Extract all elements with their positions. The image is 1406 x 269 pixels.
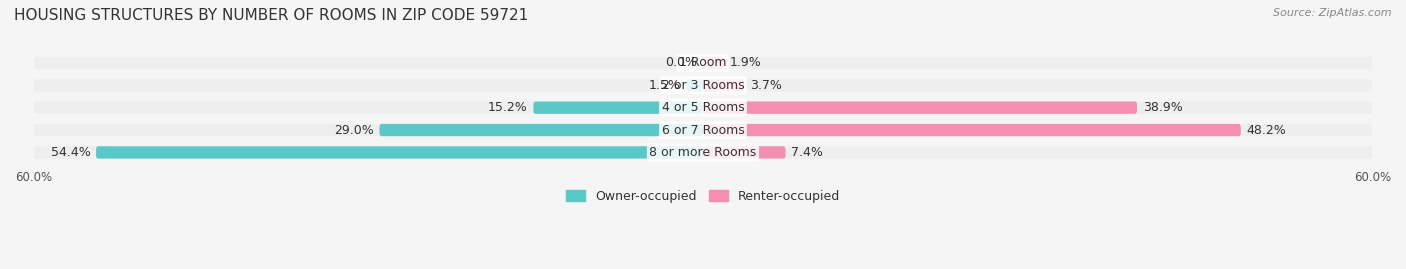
Text: 3.7%: 3.7%: [749, 79, 782, 92]
FancyBboxPatch shape: [703, 57, 724, 69]
FancyBboxPatch shape: [34, 146, 1372, 159]
Text: 29.0%: 29.0%: [335, 123, 374, 137]
Text: HOUSING STRUCTURES BY NUMBER OF ROOMS IN ZIP CODE 59721: HOUSING STRUCTURES BY NUMBER OF ROOMS IN…: [14, 8, 529, 23]
FancyBboxPatch shape: [380, 124, 703, 136]
FancyBboxPatch shape: [703, 79, 744, 91]
Text: 1.9%: 1.9%: [730, 56, 762, 69]
Text: 4 or 5 Rooms: 4 or 5 Rooms: [662, 101, 744, 114]
Text: 48.2%: 48.2%: [1246, 123, 1286, 137]
Text: 8 or more Rooms: 8 or more Rooms: [650, 146, 756, 159]
FancyBboxPatch shape: [703, 101, 1137, 114]
Text: 15.2%: 15.2%: [488, 101, 527, 114]
Text: 38.9%: 38.9%: [1143, 101, 1182, 114]
Legend: Owner-occupied, Renter-occupied: Owner-occupied, Renter-occupied: [561, 185, 845, 208]
FancyBboxPatch shape: [34, 101, 1372, 114]
FancyBboxPatch shape: [703, 146, 786, 159]
FancyBboxPatch shape: [34, 57, 1372, 69]
Text: 6 or 7 Rooms: 6 or 7 Rooms: [662, 123, 744, 137]
FancyBboxPatch shape: [34, 79, 1372, 91]
Text: 1 Room: 1 Room: [679, 56, 727, 69]
Text: 1.5%: 1.5%: [648, 79, 681, 92]
FancyBboxPatch shape: [686, 79, 703, 91]
FancyBboxPatch shape: [96, 146, 703, 159]
FancyBboxPatch shape: [702, 57, 704, 69]
Text: Source: ZipAtlas.com: Source: ZipAtlas.com: [1274, 8, 1392, 18]
FancyBboxPatch shape: [703, 124, 1240, 136]
Text: 2 or 3 Rooms: 2 or 3 Rooms: [662, 79, 744, 92]
Text: 0.0%: 0.0%: [665, 56, 697, 69]
FancyBboxPatch shape: [34, 124, 1372, 136]
Text: 54.4%: 54.4%: [51, 146, 90, 159]
Text: 7.4%: 7.4%: [792, 146, 823, 159]
FancyBboxPatch shape: [533, 101, 703, 114]
